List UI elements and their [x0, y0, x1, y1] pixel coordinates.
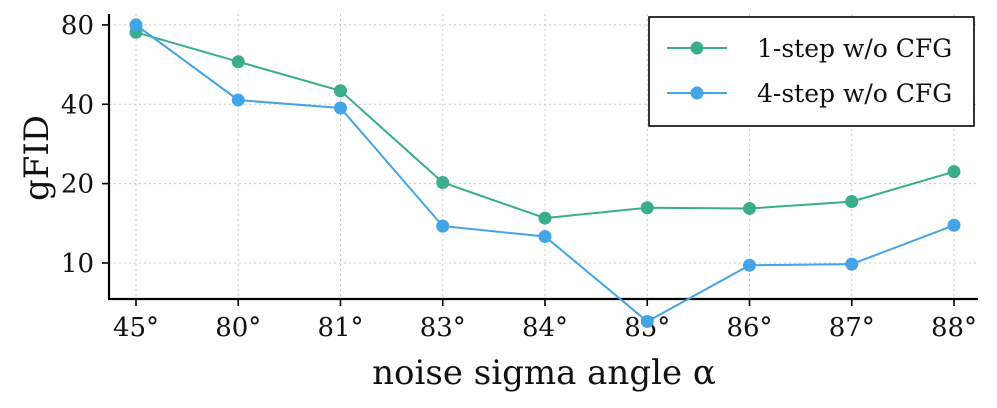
x-tick-label: 83° — [420, 313, 466, 343]
data-point-2 — [538, 230, 552, 244]
legend-marker-1 — [690, 41, 704, 55]
axes — [107, 14, 978, 301]
data-point-2 — [436, 219, 450, 233]
data-point-2 — [334, 101, 347, 115]
y-tick-label: 20 — [61, 170, 94, 200]
data-point-2 — [640, 314, 654, 328]
data-point-1 — [743, 201, 756, 215]
x-axis-title: noise sigma angle α — [372, 353, 716, 393]
x-tick-label: 84° — [522, 313, 568, 343]
legend: 1-step w/o CFG 4-step w/o CFG — [648, 16, 975, 127]
x-tick-label: 80° — [215, 313, 261, 343]
data-point-1 — [640, 201, 654, 215]
data-point-1 — [845, 195, 859, 209]
data-point-1 — [538, 211, 552, 225]
y-tick-label: 40 — [61, 90, 94, 120]
data-point-1 — [947, 165, 961, 179]
y-tick-label: 80 — [61, 11, 94, 41]
data-point-1 — [231, 55, 245, 69]
data-point-2 — [845, 257, 859, 271]
data-point-1 — [436, 175, 450, 189]
legend-box — [648, 16, 975, 127]
x-tick-label: 45° — [113, 313, 159, 343]
legend-marker-2 — [690, 86, 704, 100]
data-point-1 — [334, 84, 347, 98]
x-tick-label: 86° — [726, 313, 772, 343]
data-point-2 — [947, 218, 961, 232]
data-point-2 — [231, 93, 245, 107]
legend-label-2: 4-step w/o CFG — [757, 79, 952, 108]
y-axis-title: gFID — [17, 115, 57, 201]
x-tick-label: 81° — [317, 313, 363, 343]
y-tick-label: 10 — [61, 249, 94, 279]
legend-label-1: 1-step w/o CFG — [757, 34, 952, 63]
series-layer — [129, 18, 961, 328]
x-tick-label: 88° — [931, 313, 977, 343]
x-tick-label: 87° — [829, 313, 875, 343]
data-point-2 — [743, 258, 756, 272]
data-point-2 — [129, 18, 143, 32]
